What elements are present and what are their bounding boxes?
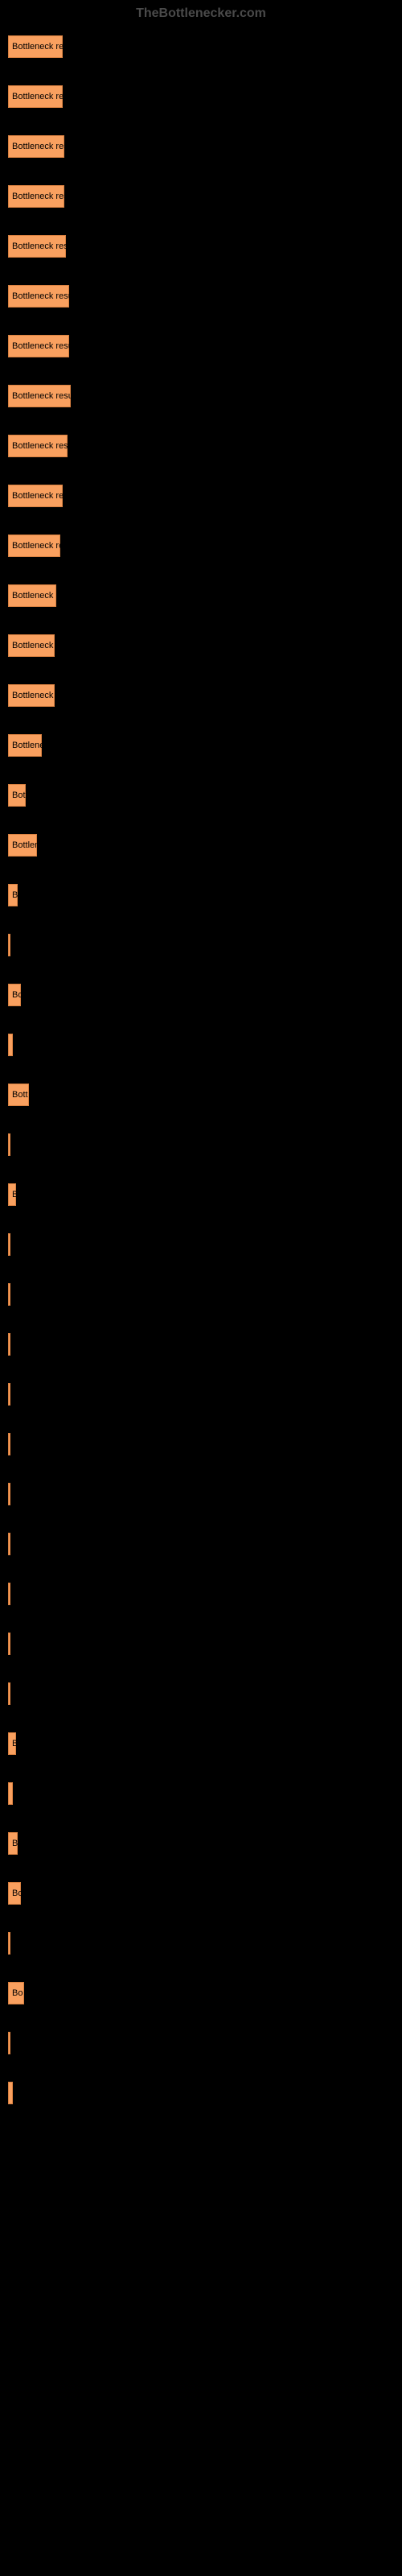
- chart-bar: Bottlen: [8, 834, 37, 857]
- bar-row: Bot: [8, 784, 394, 807]
- bar-row: B: [8, 1732, 394, 1755]
- chart-bar: Bo: [8, 1982, 24, 2004]
- bar-row: Bo: [8, 984, 394, 1006]
- bar-row: B: [8, 1183, 394, 1206]
- chart-bar: Bottleneck resul: [8, 385, 71, 407]
- bar-row: [8, 1583, 394, 1605]
- bar-row: Bottleneck re: [8, 584, 394, 607]
- chart-bar: Bo: [8, 984, 21, 1006]
- bar-row: [8, 1782, 394, 1805]
- chart-bar: Bot: [8, 784, 26, 807]
- bar-row: Bottleneck resul: [8, 385, 394, 407]
- chart-bar: [8, 1583, 10, 1605]
- chart-bar: Bottleneck re: [8, 684, 55, 707]
- chart-bar: [8, 1283, 10, 1306]
- bar-row: [8, 1433, 394, 1455]
- bar-row: [8, 1034, 394, 1056]
- chart-bar: Bottleneck res: [8, 535, 60, 557]
- bar-row: [8, 2032, 394, 2054]
- bar-row: [8, 1633, 394, 1655]
- bar-row: Bottleneck res: [8, 535, 394, 557]
- chart-bar: Bottleneck resul: [8, 185, 64, 208]
- chart-bar: [8, 2082, 13, 2104]
- bar-row: Bottleneck re: [8, 634, 394, 657]
- chart-bar: [8, 2032, 10, 2054]
- bar-row: Bottleneck resul: [8, 235, 394, 258]
- bar-row: Bottleneck resul: [8, 285, 394, 308]
- chart-bar: B: [8, 1732, 16, 1755]
- watermark-text: TheBottlenecker.com: [0, 0, 402, 27]
- chart-bar: Bott: [8, 1084, 29, 1106]
- chart-bar: Bottleneck re: [8, 584, 56, 607]
- chart-bar: Bottleneck result: [8, 435, 68, 457]
- bar-row: Bottleneck resu: [8, 485, 394, 507]
- chart-bar: Bottleneck resul: [8, 235, 66, 258]
- bar-row: [8, 934, 394, 956]
- bar-row: [8, 1133, 394, 1156]
- chart-bar: [8, 1133, 10, 1156]
- bar-row: [8, 1682, 394, 1705]
- chart-bar: [8, 1383, 10, 1406]
- bar-row: B: [8, 884, 394, 906]
- chart-bar: [8, 1233, 10, 1256]
- chart-bar: Bottleneck result: [8, 85, 63, 108]
- chart-bar: B: [8, 1832, 18, 1855]
- chart-bar: Bottleneck re: [8, 634, 55, 657]
- chart-bar: [8, 934, 10, 956]
- chart-bar: B: [8, 884, 18, 906]
- bar-row: [8, 1483, 394, 1505]
- chart-bar: Bo: [8, 1882, 21, 1905]
- bar-row: Bott: [8, 1084, 394, 1106]
- chart-bar: [8, 1034, 13, 1056]
- bar-row: [8, 1383, 394, 1406]
- bar-row: Bottleneck resul: [8, 135, 394, 158]
- bar-row: Bottleneck result: [8, 85, 394, 108]
- chart-bar: [8, 1433, 10, 1455]
- chart-bar: [8, 1533, 10, 1555]
- chart-bar: [8, 1333, 10, 1356]
- chart-bar: Bottleneck resul: [8, 135, 64, 158]
- chart-bar: Bottlene: [8, 734, 42, 757]
- chart-bar: [8, 1483, 10, 1505]
- bar-row: Bottlene: [8, 734, 394, 757]
- chart-bar: [8, 1682, 10, 1705]
- chart-bar: [8, 1782, 13, 1805]
- bar-row: Bo: [8, 1982, 394, 2004]
- bar-row: Bottleneck resul: [8, 185, 394, 208]
- chart-bar: Bottleneck resu: [8, 485, 63, 507]
- chart-bar: Bottleneck result: [8, 35, 63, 58]
- bar-row: Bottleneck resul: [8, 335, 394, 357]
- bar-row: [8, 1932, 394, 1955]
- bar-row: Bottleneck result: [8, 435, 394, 457]
- bar-row: [8, 1333, 394, 1356]
- bar-row: Bottleneck result: [8, 35, 394, 58]
- bar-row: B: [8, 1832, 394, 1855]
- bar-row: [8, 1233, 394, 1256]
- chart-bar: [8, 1932, 10, 1955]
- chart-bar: Bottleneck resul: [8, 285, 69, 308]
- chart-container: Bottleneck result Bottleneck result Bottle…: [0, 27, 402, 2140]
- chart-bar: [8, 1633, 10, 1655]
- bar-row: Bottlen: [8, 834, 394, 857]
- bar-row: [8, 1283, 394, 1306]
- bar-row: [8, 2082, 394, 2104]
- chart-bar: B: [8, 1183, 16, 1206]
- bar-row: [8, 1533, 394, 1555]
- bar-row: Bottleneck re: [8, 684, 394, 707]
- chart-bar: Bottleneck resul: [8, 335, 69, 357]
- bar-row: Bo: [8, 1882, 394, 1905]
